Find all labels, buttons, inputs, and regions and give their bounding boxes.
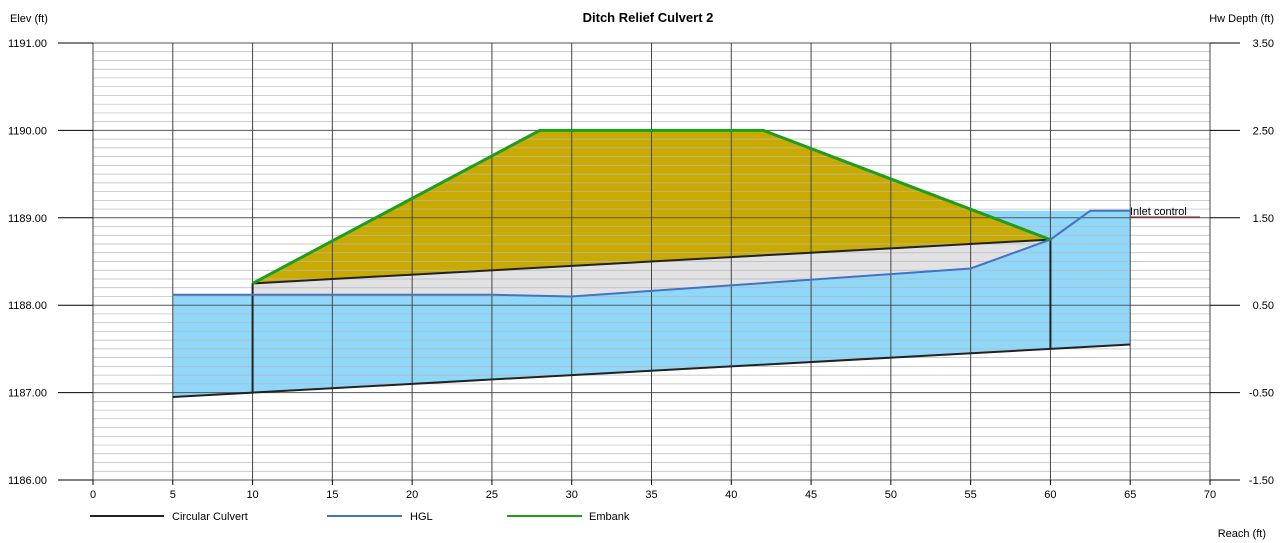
chart-lines <box>172 128 1200 398</box>
y-right-tick-label: 1.50 <box>1253 213 1274 225</box>
x-tick-label: 45 <box>805 489 817 501</box>
x-tick-label: 10 <box>246 489 258 501</box>
legend-label-hgl: HGL <box>410 511 433 523</box>
y-axis-right-label: Hw Depth (ft) <box>1209 13 1274 25</box>
x-tick-label: 55 <box>965 489 977 501</box>
y-right-tick-label: 0.50 <box>1253 300 1274 312</box>
legend-label-circular-culvert: Circular Culvert <box>172 511 248 523</box>
y-left-tick-label: 1190.00 <box>8 125 47 137</box>
x-tick-label: 60 <box>1044 489 1056 501</box>
x-tick-label: 25 <box>486 489 498 501</box>
y-left-tick-label: 1191.00 <box>8 38 47 50</box>
y-left-tick-label: 1189.00 <box>8 213 47 225</box>
hgl-line <box>172 209 1131 298</box>
x-tick-label: 30 <box>566 489 578 501</box>
culvert-crown-line <box>252 238 1051 285</box>
chart-title: Ditch Relief Culvert 2 <box>583 10 714 25</box>
x-tick-label: 20 <box>406 489 418 501</box>
x-tick-label: 65 <box>1124 489 1136 501</box>
y-left-tick-label: 1187.00 <box>8 388 47 400</box>
y-axis-left-label: Elev (ft) <box>10 13 48 25</box>
x-tick-label: 70 <box>1204 489 1216 501</box>
x-tick-label: 50 <box>885 489 897 501</box>
y-right-tick-label: 2.50 <box>1253 125 1274 137</box>
x-tick-label: 40 <box>725 489 737 501</box>
culvert-invert-line <box>172 343 1131 398</box>
x-tick-label: 15 <box>326 489 338 501</box>
inlet-control-annotation: Inlet control <box>1130 206 1187 218</box>
y-right-tick-label: 3.50 <box>1253 38 1274 50</box>
x-tick-label: 5 <box>170 489 176 501</box>
embankment-line <box>251 128 1051 285</box>
y-left-tick-label: 1186.00 <box>8 475 47 487</box>
legend: Circular Culvert HGL Embank <box>90 511 630 523</box>
x-tick-label: 35 <box>645 489 657 501</box>
y-right-tick-label: -0.50 <box>1249 388 1274 400</box>
y-right-tick-label: -1.50 <box>1249 475 1274 487</box>
chart-axes: 0 5 10 15 20 25 30 35 40 45 50 55 60 65 70 1191.00 1190.… <box>8 38 1274 501</box>
legend-label-embank: Embank <box>589 511 630 523</box>
y-left-tick-label: 1188.00 <box>8 300 47 312</box>
x-axis-label: Reach (ft) <box>1218 528 1266 540</box>
x-tick-label: 0 <box>90 489 96 501</box>
